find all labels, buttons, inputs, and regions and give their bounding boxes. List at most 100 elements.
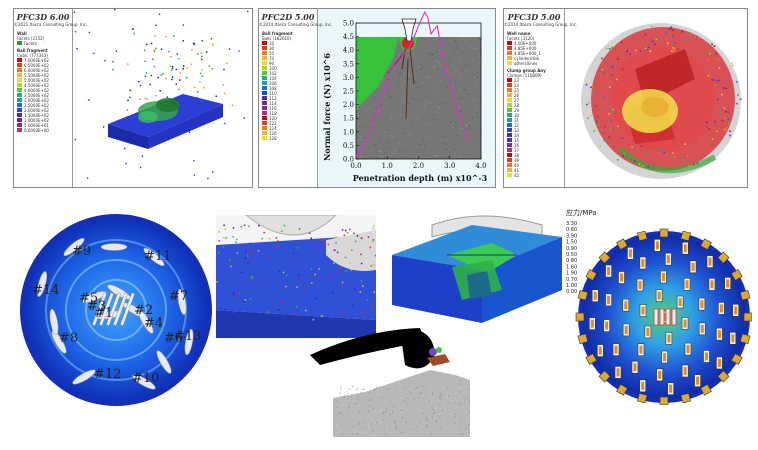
center-cutter <box>653 308 659 326</box>
cutter-core <box>710 280 714 289</box>
legend-swatch <box>262 131 267 135</box>
legend-swatch <box>262 46 267 50</box>
legend-swatch <box>262 91 267 95</box>
legend-label: 24 <box>514 83 520 88</box>
gauge-tooth <box>739 289 751 301</box>
cutter-core <box>598 346 602 355</box>
legend-swatch <box>17 88 22 92</box>
legend-label: 7.0000E+02 <box>24 58 49 63</box>
cutter-core <box>628 249 632 258</box>
legend-entry: 40 <box>507 163 564 168</box>
rock-cutting-view <box>216 215 376 338</box>
legend-label: 2.0000E+02 <box>24 108 49 113</box>
cutter-core <box>605 321 609 330</box>
disc-cutter <box>177 288 187 316</box>
legend-label: 39 <box>514 158 520 163</box>
legend-label: 41 <box>514 168 520 173</box>
legend-label: others/lines <box>514 61 538 66</box>
cutter-core <box>646 327 650 336</box>
legend-swatch <box>262 51 267 55</box>
legend-label: 5.0000E+02 <box>24 78 49 83</box>
legend-entry: 42 <box>507 173 564 178</box>
legend-label: 50 <box>269 51 275 56</box>
legend-swatch <box>262 56 267 60</box>
legend-entry: 0.0000E+00 <box>17 128 72 133</box>
gauge-tooth <box>598 370 611 383</box>
y-tick-label: 3.5 <box>343 60 354 68</box>
legend-label: 27 <box>514 98 520 103</box>
cutter-number-label: #4 <box>144 316 163 331</box>
y-tick-label: 3.0 <box>343 74 354 82</box>
legend-swatch <box>17 118 22 122</box>
panel-subtitle: ©2021 Itasca Consulting Group, Inc. <box>14 22 88 27</box>
legend-label: 1.5000E+02 <box>24 113 49 118</box>
disc-cutter <box>138 310 154 334</box>
center-cutter <box>659 308 665 326</box>
panel-subtitle: ©2014 Itasca Consulting Group, Inc. <box>259 22 333 27</box>
legend-label: 3.5000E+02 <box>24 93 49 98</box>
gauge-tooth <box>585 269 598 281</box>
legend-entry: 29 <box>507 108 564 113</box>
legend-label: cylinder/disk <box>514 56 540 61</box>
legend-swatch <box>17 123 22 127</box>
ball-header: Ball fragment <box>17 48 48 53</box>
clump-sub: Clumps (110809) <box>507 73 542 78</box>
legend-entry: 41 <box>507 168 564 173</box>
legend-label: 124 <box>269 126 277 131</box>
legend-entry: 108 <box>262 86 317 91</box>
legend-swatch <box>17 113 22 117</box>
legend-entry: 106 <box>262 81 317 86</box>
pfc3d-6-legend: PFC3D 6.00 ©2021 Itasca Consulting Group… <box>14 9 88 187</box>
cutter-core <box>641 258 645 267</box>
legend-entry: 5.5000E+02 <box>17 73 72 78</box>
cutter-core <box>607 267 611 276</box>
gauge-tooth <box>743 312 752 322</box>
legend-swatch <box>507 128 512 132</box>
legend-label: 4.00E+000 <box>514 41 537 46</box>
legend-swatch <box>17 98 22 102</box>
stress-value: 1.90 <box>566 271 577 277</box>
legend-swatch <box>262 106 267 110</box>
legend-entry: 30 <box>507 113 564 118</box>
legend-entry: 35 <box>507 138 564 143</box>
disc-cutter <box>156 350 172 374</box>
legend-label: 30 <box>269 46 275 51</box>
legend-swatch <box>262 76 267 80</box>
legend-entry: 26 <box>507 93 564 98</box>
legend-swatch <box>262 71 267 75</box>
stress-value: 0.50 <box>566 252 577 258</box>
legend-swatch <box>507 61 512 65</box>
gauge-tooth <box>577 333 589 345</box>
legend-swatch <box>507 98 512 102</box>
cutter-core <box>717 330 721 339</box>
legend-entry: 5.0000E+01 <box>17 123 72 128</box>
gauge-tooth <box>680 230 692 242</box>
cutter-number-label: #1 <box>94 306 113 321</box>
legend-entry: 31 <box>507 118 564 123</box>
legend-entry: 32 <box>507 123 564 128</box>
legend-entry: 5.0000E+02 <box>17 78 72 83</box>
gauge-tooth <box>717 370 730 383</box>
y-tick-label: 1.5 <box>343 115 354 123</box>
ball-sub: Cubic (777343) <box>17 53 48 58</box>
disc-cutter <box>36 271 48 297</box>
stress-value: 1.50 <box>566 240 577 246</box>
center-cutter <box>119 292 135 326</box>
facets-label: Facets (2152) <box>17 36 45 41</box>
legend-swatch <box>507 143 512 147</box>
legend-label: 40 <box>514 163 520 168</box>
stress-value: 1.60 <box>566 264 577 270</box>
legend-swatch <box>17 128 22 132</box>
cutter-core <box>620 273 624 282</box>
legend-swatch <box>507 173 512 177</box>
legend-label: 116 <box>269 106 277 111</box>
gauge-tooth <box>636 230 648 242</box>
legend-label: 30 <box>514 113 520 118</box>
cutter-core <box>639 345 643 354</box>
legend-label: 120 <box>269 116 277 121</box>
x-tick-label: 1.0 <box>382 162 393 170</box>
y-tick-label: 2.5 <box>343 88 354 96</box>
y-tick-label: 4.0 <box>343 47 354 55</box>
gauge-tooth <box>577 289 589 301</box>
cutterhead-layout-figure: #9 #11 #14 #5#3 #7 #1 #2#4#6#13 #8 #12 #10 <box>20 214 212 406</box>
